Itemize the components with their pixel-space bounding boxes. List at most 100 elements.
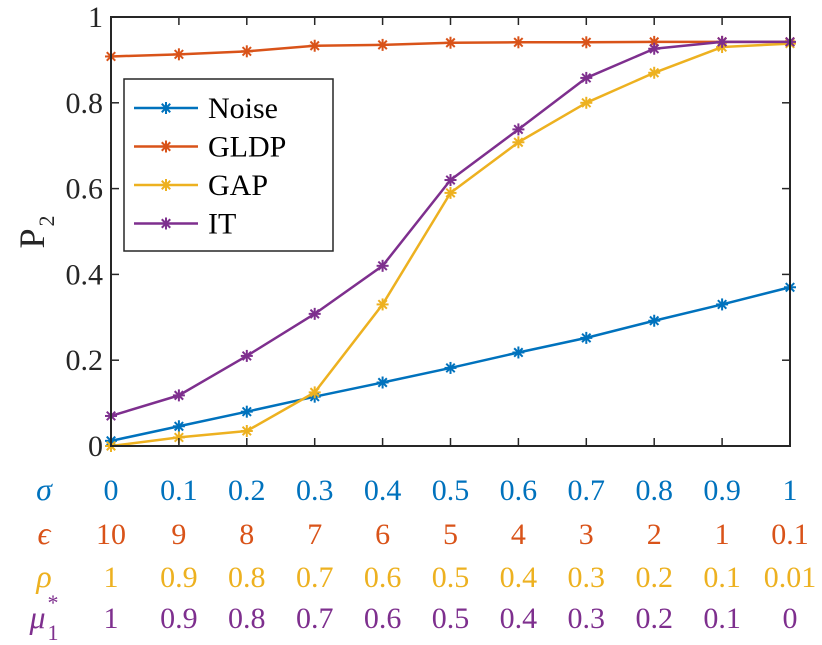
marker-stroke (377, 299, 388, 310)
parameter-symbol: ρ (35, 558, 51, 594)
data-point-it (444, 174, 457, 187)
data-point-noise (240, 405, 253, 418)
marker-stroke (309, 308, 320, 319)
parameter-value: 9 (171, 518, 186, 551)
marker-stroke (581, 72, 592, 83)
data-point-gap (580, 96, 593, 109)
parameter-value: 0.2 (635, 561, 673, 594)
data-point-gldp (376, 38, 389, 51)
parameter-symbol: σ (36, 471, 53, 507)
parameter-symbol: μ* 1 (28, 590, 58, 645)
marker-stroke (173, 421, 184, 432)
parameter-value: 0.1 (703, 561, 741, 594)
data-point-it (580, 71, 593, 84)
parameter-value: 0 (783, 602, 798, 635)
data-point-it (512, 123, 525, 136)
parameter-value: 0.9 (703, 474, 741, 507)
legend-entry-gap: GAP (134, 169, 268, 202)
data-point-it (716, 35, 729, 48)
y-tick-label: 0.4 (66, 258, 104, 291)
series-noise (105, 281, 796, 447)
legend-marker-gap (160, 179, 172, 191)
parameter-value: 1 (783, 474, 798, 507)
marker-stroke (445, 175, 456, 185)
parameter-value: 0.8 (228, 561, 266, 594)
marker-stroke (161, 218, 171, 229)
data-point-gldp (444, 36, 457, 49)
parameter-value: 7 (307, 518, 322, 551)
marker-stroke (445, 37, 456, 48)
parameter-value: 0.4 (500, 602, 538, 635)
legend-entry-noise: Noise (134, 92, 278, 125)
marker-stroke (173, 49, 184, 60)
data-point-gap (308, 386, 321, 399)
parameter-value: 0.1 (703, 602, 741, 635)
marker-stroke (513, 137, 524, 148)
marker-stroke (717, 299, 728, 310)
parameter-value: 0.9 (160, 602, 198, 635)
parameter-symbol-base: σ (36, 471, 53, 507)
parameter-value: 0.4 (364, 474, 402, 507)
data-point-gap (444, 186, 457, 199)
parameter-value: 0.4 (500, 561, 538, 594)
marker-stroke (161, 103, 171, 113)
parameter-value: 0.5 (432, 474, 470, 507)
marker-stroke (241, 406, 252, 417)
data-point-noise (580, 331, 593, 344)
parameter-row-1: σ 0 0.1 0.2 0.3 0.4 0.5 0.6 0.7 0.8 0.9 1 (36, 471, 797, 507)
parameter-row-2: ϵ 10 9 8 7 6 5 4 3 2 1 0.1 (38, 515, 809, 551)
data-point-noise (648, 314, 661, 327)
parameter-value: 0.1 (771, 518, 809, 551)
parameter-value: 4 (511, 518, 526, 551)
svg-text:P2: P2 (12, 215, 59, 248)
parameter-symbol-subscript: 1 (48, 620, 59, 645)
data-point-gap (648, 66, 661, 79)
parameter-value: 5 (443, 518, 458, 551)
marker-stroke (173, 390, 184, 401)
marker-stroke (377, 39, 388, 50)
legend-marker-gldp (160, 140, 172, 153)
data-point-it (308, 307, 321, 320)
data-point-it (240, 349, 253, 362)
marker-stroke (581, 97, 592, 108)
parameter-value: 0.3 (568, 561, 606, 594)
marker-stroke (377, 260, 388, 271)
parameter-value: 0.6 (364, 561, 402, 594)
data-point-gap (376, 298, 389, 311)
legend-entry-gldp: GLDP (134, 131, 286, 164)
marker-stroke (513, 124, 524, 135)
parameter-value: 0.3 (296, 474, 334, 507)
y-axis-label-base: P (12, 228, 52, 248)
parameter-symbol: ϵ (38, 515, 52, 551)
marker-stroke (173, 432, 184, 443)
parameter-value: 0.5 (432, 561, 470, 594)
data-point-noise (172, 420, 185, 433)
y-tick-label: 0.6 (66, 173, 104, 206)
parameter-value: 0.01 (764, 561, 817, 594)
marker-stroke (377, 377, 388, 388)
marker-stroke (309, 40, 320, 51)
data-point-gap (512, 136, 525, 149)
y-tick-label: 1 (88, 1, 103, 34)
parameter-value: 0.2 (228, 474, 266, 507)
data-point-it (648, 42, 661, 55)
marker-stroke (717, 36, 728, 47)
parameter-symbol-base: μ (28, 599, 45, 635)
marker-stroke (309, 387, 320, 398)
data-point-it (376, 259, 389, 272)
parameter-value: 0.8 (635, 474, 673, 507)
marker-stroke (161, 180, 171, 190)
marker-stroke (581, 332, 592, 343)
marker-stroke (445, 187, 456, 198)
data-point-noise (444, 361, 457, 374)
legend-entry-it: IT (134, 208, 236, 241)
parameter-value: 1 (715, 518, 730, 551)
data-point-gldp (512, 36, 525, 49)
y-tick-label: 0 (88, 430, 103, 463)
parameter-value: 10 (96, 518, 126, 551)
y-axis-label: P2 (12, 215, 59, 248)
parameter-value: 0 (104, 474, 119, 507)
data-point-gldp (240, 45, 253, 58)
parameter-row-3: ρ 1 0.9 0.8 0.7 0.6 0.5 0.4 0.3 0.2 0.1 0.01 (35, 558, 816, 594)
